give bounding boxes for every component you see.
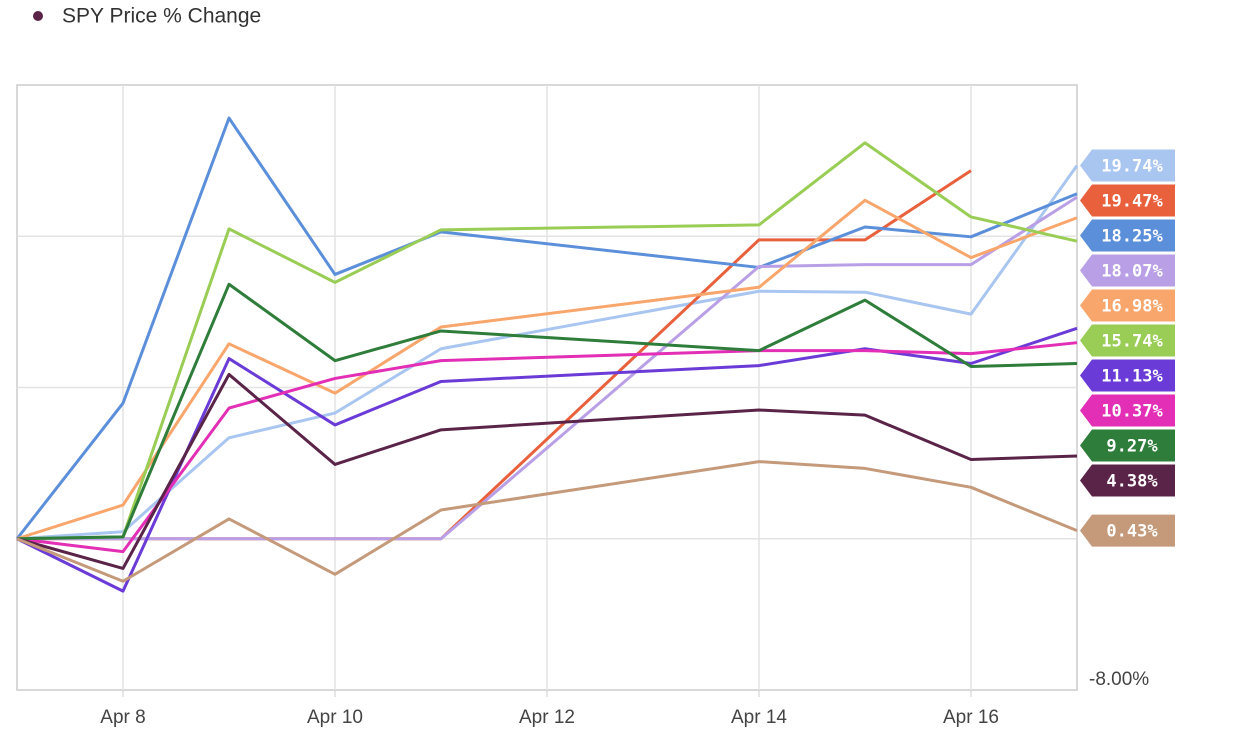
- series-line: [16, 326, 1078, 593]
- value-label-box: [1080, 394, 1175, 427]
- value-label-box: [1080, 429, 1175, 462]
- value-label-text: 4.38%: [1106, 472, 1158, 492]
- legend-label: SPY Price % Change: [62, 5, 261, 28]
- value-label: 19.47%: [1080, 184, 1175, 217]
- value-label-text: 15.74%: [1101, 332, 1163, 352]
- value-label-box: [1080, 359, 1175, 392]
- value-label-box: [1080, 289, 1175, 322]
- x-tick-label: Apr 16: [943, 707, 999, 728]
- series-line: [15, 116, 1078, 540]
- x-tick-label: Apr 14: [731, 707, 787, 728]
- value-label-text: 18.07%: [1101, 262, 1163, 282]
- value-label-box: [1080, 464, 1175, 497]
- value-label: 10.37%: [1080, 394, 1175, 427]
- value-label-box: [1080, 219, 1175, 252]
- value-label-text: 10.37%: [1101, 402, 1163, 422]
- value-label-text: 9.27%: [1106, 437, 1158, 457]
- value-label-text: 0.43%: [1106, 522, 1158, 542]
- value-label-box: [1080, 254, 1175, 287]
- x-tick-label: Apr 12: [519, 707, 575, 728]
- series-line: [16, 164, 1079, 541]
- series-line: [16, 141, 1078, 541]
- value-label: 4.38%: [1080, 464, 1175, 497]
- value-label-box: [1080, 184, 1175, 217]
- value-label: 18.25%: [1080, 219, 1175, 252]
- value-label: 19.74%: [1080, 149, 1175, 182]
- series-line: [17, 195, 1078, 541]
- series-line: [16, 460, 1078, 583]
- value-label-box: [1080, 324, 1175, 357]
- value-label-box: [1080, 514, 1175, 547]
- value-label: 18.07%: [1080, 254, 1175, 287]
- y-tick-label: -8.00%: [1089, 669, 1149, 690]
- value-label-text: 16.98%: [1101, 297, 1163, 317]
- value-label-text: 19.74%: [1101, 157, 1163, 177]
- series-line: [16, 372, 1078, 570]
- value-label-text: 18.25%: [1101, 227, 1163, 247]
- value-label: 15.74%: [1080, 324, 1175, 357]
- value-label: 0.43%: [1080, 514, 1175, 547]
- value-label-text: 19.47%: [1101, 192, 1163, 212]
- value-label: 11.13%: [1080, 359, 1175, 392]
- series-line: [16, 282, 1078, 541]
- x-tick-label: Apr 8: [100, 707, 145, 728]
- x-tick-label: Apr 10: [307, 707, 363, 728]
- value-label-box: [1080, 149, 1175, 182]
- value-label: 16.98%: [1080, 289, 1175, 322]
- legend-marker: [33, 11, 43, 21]
- value-label: 9.27%: [1080, 429, 1175, 462]
- value-label-text: 11.13%: [1101, 367, 1163, 387]
